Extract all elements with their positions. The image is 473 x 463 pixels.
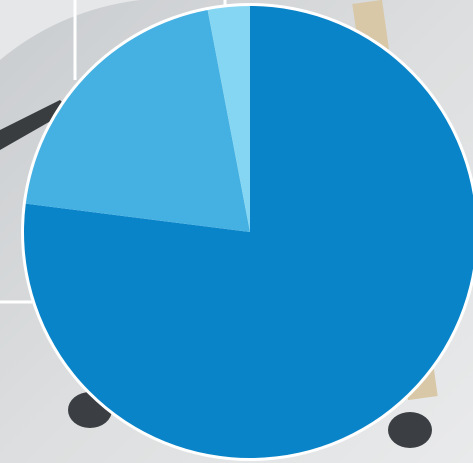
wheel: [388, 412, 432, 448]
chair-arm: [0, 100, 70, 150]
pie-slice: [24, 6, 473, 458]
pie-slice: [25, 10, 251, 232]
chair-seat: [0, 0, 140, 60]
pie: [21, 3, 473, 461]
pie-slice: [207, 6, 250, 232]
